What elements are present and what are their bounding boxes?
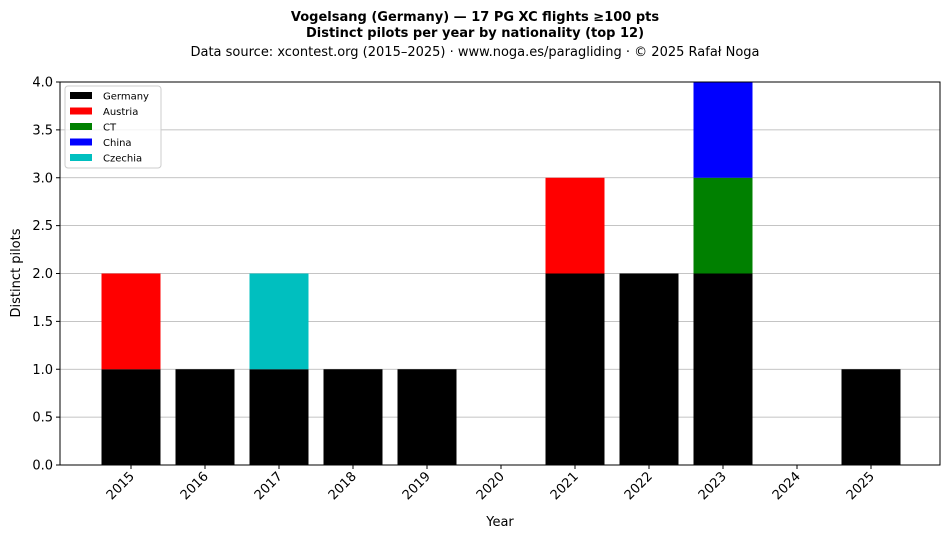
x-tick-label: 2019	[400, 469, 434, 503]
x-tick-label: 2024	[770, 469, 804, 503]
bar-germany-2022	[619, 273, 679, 465]
chart-title-line1: Vogelsang (Germany) — 17 PG XC flights ≥…	[291, 10, 660, 25]
x-axis: 2015 2016 2017 2018 2019 2020 2021 2022 2023 2024…	[104, 465, 878, 503]
legend-swatch	[70, 138, 92, 146]
bar-germany-2023	[693, 273, 753, 465]
legend-label: China	[103, 138, 132, 149]
bar-china-2023	[693, 82, 753, 178]
bar-austria-2021	[545, 177, 605, 274]
bar-germany-2021	[545, 273, 605, 465]
x-tick-label: 2021	[548, 469, 582, 503]
bar-czechia-2017	[249, 273, 309, 370]
bar-germany-2025	[841, 369, 901, 465]
y-tick-label: 0.0	[32, 459, 53, 474]
bar-germany-2016	[175, 369, 235, 465]
y-tick-label: 2.0	[32, 267, 53, 282]
x-tick-label: 2015	[104, 469, 138, 503]
x-tick-label: 2018	[326, 469, 360, 503]
bar-germany-2018	[323, 369, 383, 465]
y-axis: 0.0 0.5 1.0 1.5 2.0 2.5 3.0 3.5 4.0	[32, 76, 60, 474]
legend-swatch	[70, 92, 92, 99]
x-tick-label: 2016	[178, 469, 212, 503]
bar-ct-2023	[693, 177, 753, 274]
bar-austria-2015	[101, 273, 161, 370]
chart-subtitle: Data source: xcontest.org (2015–2025) · …	[190, 45, 759, 60]
legend-label: CT	[103, 123, 117, 134]
x-tick-label: 2022	[622, 469, 656, 503]
x-tick-label: 2017	[252, 469, 286, 503]
legend: Germany Austria CT China Czechia	[64, 85, 162, 169]
x-axis-label: Year	[485, 515, 514, 530]
y-tick-label: 1.5	[32, 315, 53, 330]
y-axis-label: Distinct pilots	[9, 228, 24, 317]
y-tick-label: 3.5	[32, 123, 53, 138]
y-tick-label: 0.5	[32, 411, 53, 426]
y-tick-label: 1.0	[32, 363, 53, 378]
legend-swatch	[70, 107, 92, 115]
y-tick-label: 2.5	[32, 219, 53, 234]
y-tick-label: 4.0	[32, 76, 53, 91]
legend-label: Germany	[103, 92, 149, 103]
legend-label: Austria	[103, 107, 138, 118]
bar-germany-2019	[397, 369, 457, 465]
legend-swatch	[70, 123, 92, 130]
x-tick-label: 2023	[696, 469, 730, 503]
bar-germany-2017	[249, 369, 309, 465]
legend-label: Czechia	[103, 154, 142, 165]
chart-title-line2: Distinct pilots per year by nationality …	[306, 26, 644, 41]
x-tick-label: 2025	[844, 469, 878, 503]
bars	[101, 82, 901, 465]
legend-swatch	[70, 154, 92, 161]
legend-frame	[64, 85, 162, 169]
x-tick-label: 2020	[474, 469, 508, 503]
bar-germany-2015	[101, 369, 161, 465]
y-tick-label: 3.0	[32, 171, 53, 186]
